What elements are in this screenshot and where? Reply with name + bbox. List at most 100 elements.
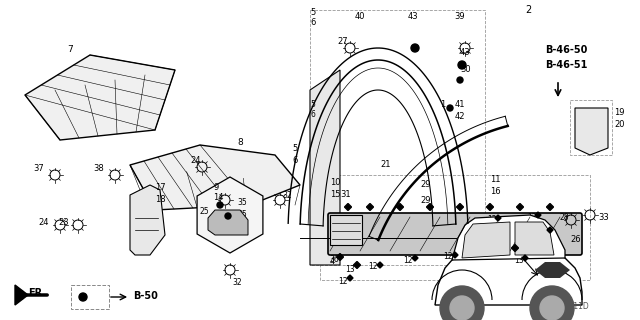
Text: 4: 4 <box>330 257 335 266</box>
Polygon shape <box>377 262 383 268</box>
Polygon shape <box>310 70 340 265</box>
Circle shape <box>447 105 453 111</box>
Text: 31: 31 <box>340 190 351 199</box>
Text: 12: 12 <box>338 277 348 286</box>
Text: 41: 41 <box>455 100 465 109</box>
Text: 27: 27 <box>337 37 348 46</box>
Polygon shape <box>452 215 565 260</box>
Text: 33: 33 <box>598 213 609 222</box>
Polygon shape <box>347 275 353 281</box>
Text: 5: 5 <box>292 143 298 153</box>
Text: 39: 39 <box>454 12 465 21</box>
FancyBboxPatch shape <box>330 215 362 245</box>
Text: 15: 15 <box>330 190 340 199</box>
Polygon shape <box>511 244 518 252</box>
Text: 22: 22 <box>385 235 396 244</box>
Text: 6: 6 <box>292 156 298 164</box>
Circle shape <box>217 202 223 208</box>
Text: 3: 3 <box>330 247 335 256</box>
Polygon shape <box>130 145 300 210</box>
Text: 26: 26 <box>570 235 580 244</box>
Text: 35: 35 <box>237 198 247 207</box>
Polygon shape <box>426 204 433 211</box>
Polygon shape <box>456 204 463 211</box>
Text: 43: 43 <box>460 48 470 57</box>
Text: 2: 2 <box>525 5 531 15</box>
Text: 5
6: 5 6 <box>310 100 315 119</box>
Text: 8: 8 <box>237 138 243 147</box>
Text: B-50: B-50 <box>133 291 158 301</box>
Text: 28: 28 <box>559 213 568 222</box>
Polygon shape <box>208 210 248 235</box>
Text: 19: 19 <box>614 108 625 117</box>
Circle shape <box>530 286 574 320</box>
Text: 38: 38 <box>93 164 104 172</box>
Text: B-46-50: B-46-50 <box>545 45 588 55</box>
Text: 12: 12 <box>368 262 378 271</box>
Text: 12: 12 <box>443 252 452 261</box>
Text: 34: 34 <box>380 215 390 224</box>
Polygon shape <box>197 177 263 253</box>
Text: TX44B4211D: TX44B4211D <box>540 302 590 311</box>
Text: 17: 17 <box>155 183 166 192</box>
Text: 12: 12 <box>487 215 497 224</box>
Text: 7: 7 <box>67 45 73 54</box>
Text: 12: 12 <box>527 213 536 222</box>
Text: 12: 12 <box>539 228 548 237</box>
Polygon shape <box>344 204 351 211</box>
Circle shape <box>458 61 466 69</box>
Polygon shape <box>535 212 541 218</box>
Polygon shape <box>522 255 528 261</box>
Circle shape <box>540 296 564 320</box>
Text: 36: 36 <box>329 255 339 264</box>
Text: 42: 42 <box>455 112 465 121</box>
Text: 18: 18 <box>155 195 166 204</box>
Text: 5: 5 <box>310 8 316 17</box>
Text: 13: 13 <box>514 256 524 265</box>
Polygon shape <box>575 108 608 155</box>
Polygon shape <box>535 262 570 278</box>
Polygon shape <box>25 55 175 140</box>
Polygon shape <box>547 204 554 211</box>
Polygon shape <box>397 204 403 211</box>
Polygon shape <box>130 185 165 255</box>
Circle shape <box>440 286 484 320</box>
Text: 29: 29 <box>420 196 431 205</box>
Circle shape <box>225 213 231 219</box>
Text: FR.: FR. <box>28 288 46 298</box>
Polygon shape <box>547 227 553 233</box>
Text: 24: 24 <box>38 218 49 227</box>
Circle shape <box>457 77 463 83</box>
Text: 9: 9 <box>213 183 218 192</box>
Text: 25: 25 <box>200 207 210 216</box>
Polygon shape <box>462 222 510 258</box>
Polygon shape <box>516 204 524 211</box>
Polygon shape <box>367 204 374 211</box>
Text: 30: 30 <box>460 65 470 74</box>
Text: 12: 12 <box>403 256 413 265</box>
Text: 37: 37 <box>33 164 44 172</box>
Circle shape <box>79 293 87 301</box>
Text: 24: 24 <box>203 193 214 202</box>
Text: 20: 20 <box>614 120 625 129</box>
Text: 43: 43 <box>408 12 419 21</box>
Polygon shape <box>486 204 493 211</box>
Text: 35: 35 <box>237 210 247 219</box>
Polygon shape <box>452 252 458 258</box>
Polygon shape <box>412 255 418 261</box>
Text: 40: 40 <box>355 12 365 21</box>
Text: 1: 1 <box>440 100 445 109</box>
Polygon shape <box>515 222 554 255</box>
Text: B-46-51: B-46-51 <box>545 60 588 70</box>
Text: 14: 14 <box>213 193 223 202</box>
Circle shape <box>450 296 474 320</box>
Text: 16: 16 <box>490 187 500 196</box>
Text: 10: 10 <box>330 178 340 187</box>
Polygon shape <box>495 215 501 221</box>
Text: 11: 11 <box>490 175 500 184</box>
Text: 32: 32 <box>282 190 292 199</box>
Text: 6: 6 <box>310 18 316 27</box>
Text: 13: 13 <box>345 265 355 274</box>
Polygon shape <box>435 248 582 305</box>
Text: 36: 36 <box>504 248 514 257</box>
